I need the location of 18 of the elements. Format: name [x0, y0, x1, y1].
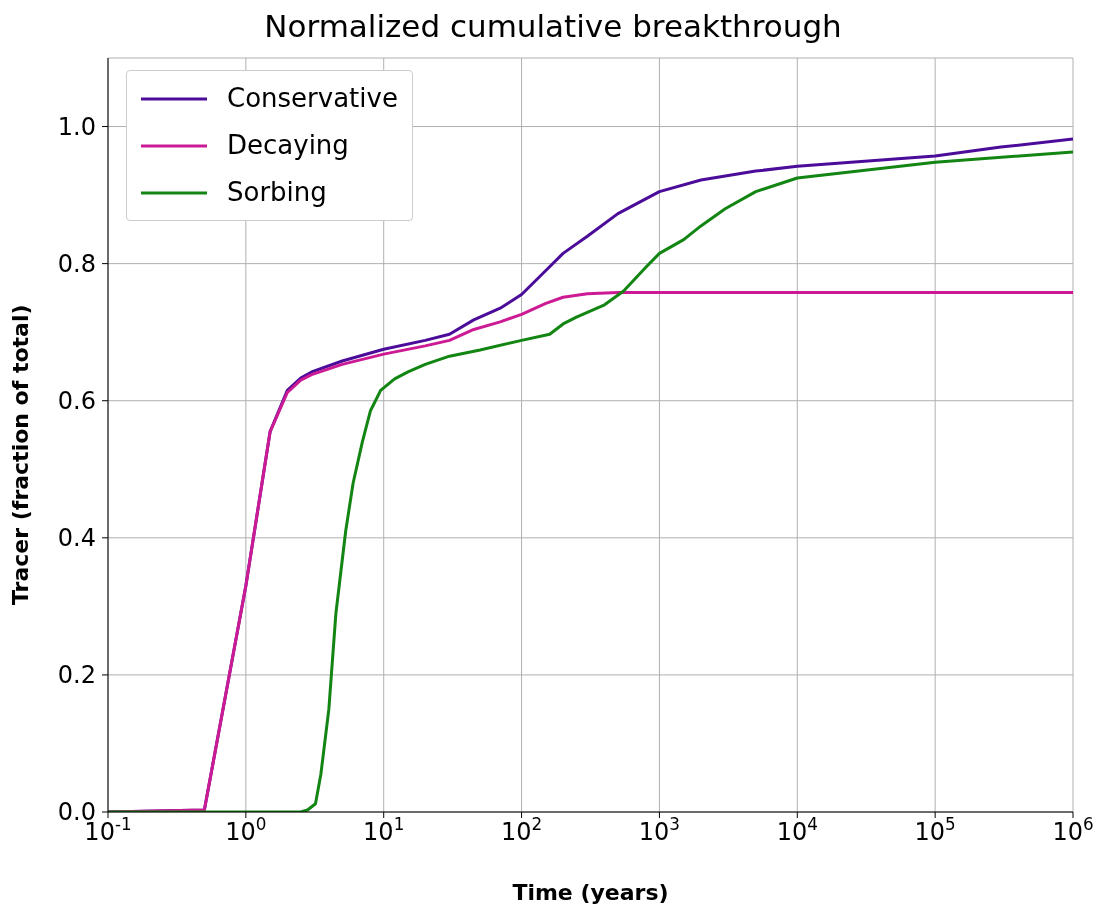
y-tick-label: 0.2 — [57, 660, 96, 689]
x-tick-label: 10$^{4}$ — [776, 814, 818, 846]
y-tick-label: 0.6 — [57, 386, 96, 415]
y-axis-title: Tracer (fraction of total) — [7, 304, 33, 605]
x-tick-label: 10$^{6}$ — [1052, 814, 1094, 846]
legend-label: Conservative — [227, 82, 398, 115]
y-tick-label: 0.4 — [57, 523, 96, 552]
chart-title: Normalized cumulative breakthrough — [263, 8, 843, 46]
x-tick-label: 10$^{5}$ — [914, 814, 956, 846]
legend-label: Sorbing — [227, 176, 327, 209]
x-tick-label: 10$^{3}$ — [638, 814, 681, 846]
y-tick-label: 0.8 — [57, 249, 96, 278]
legend-label: Decaying — [227, 129, 349, 162]
x-axis-title: Time (years) — [512, 880, 669, 905]
y-tick-label: 1.0 — [57, 112, 96, 141]
x-tick-label: 10$^{2}$ — [500, 814, 543, 846]
x-tick-label: 10$^{0}$ — [225, 814, 267, 846]
x-tick-label: 10$^{1}$ — [363, 814, 405, 846]
